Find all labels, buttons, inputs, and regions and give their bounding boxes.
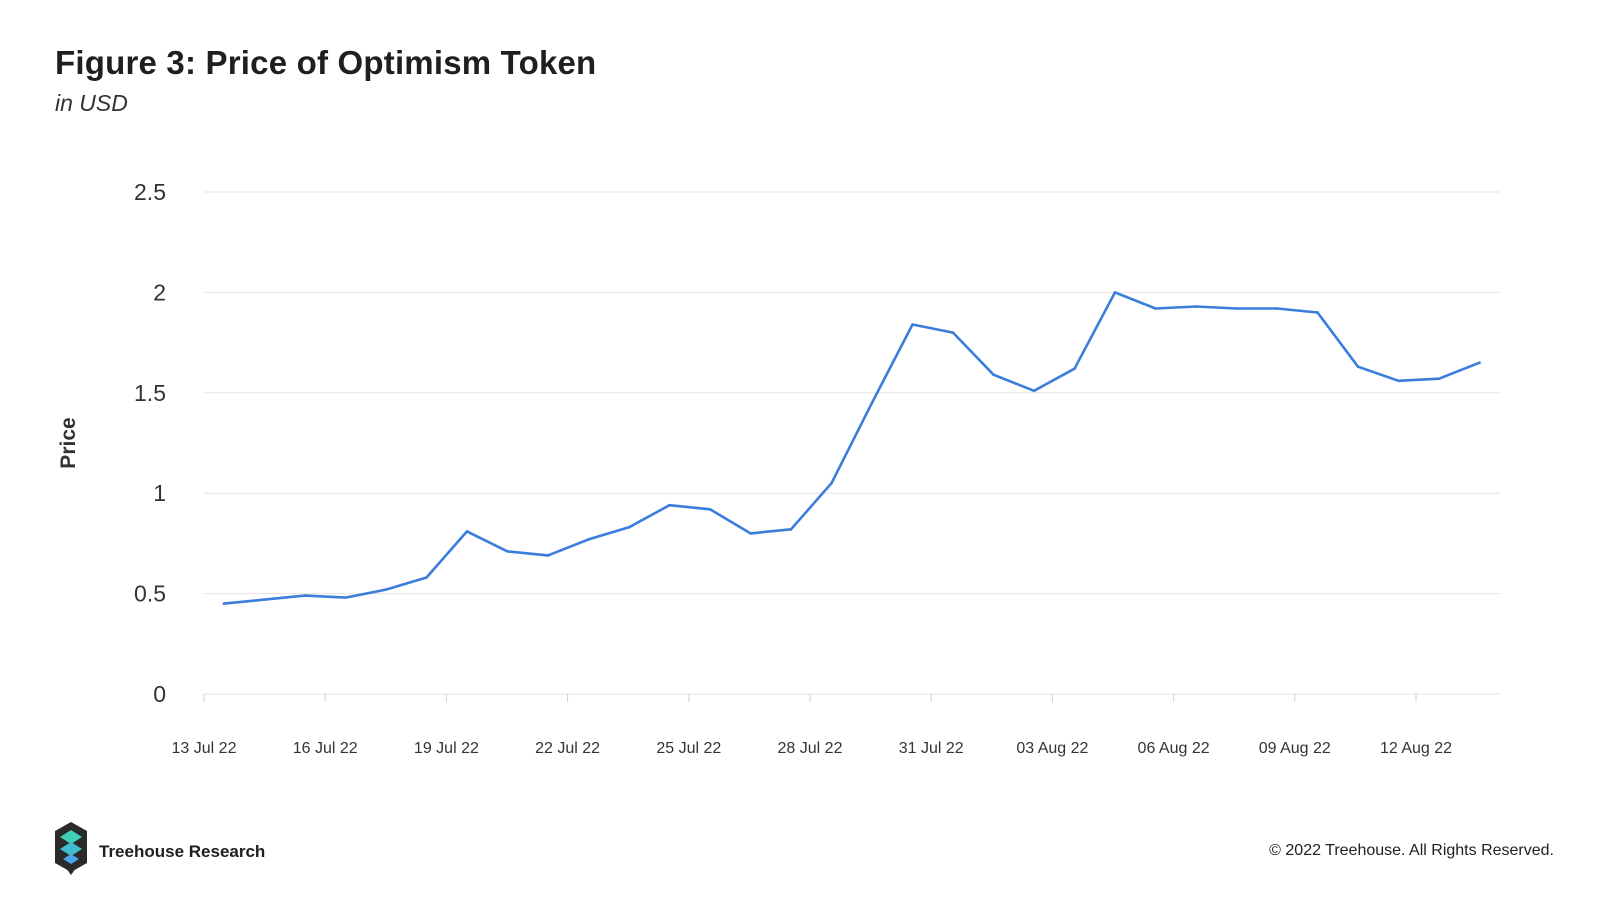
data-point [344,596,347,599]
x-tick-label: 13 Jul 22 [172,740,237,757]
data-point [627,526,631,529]
data-point [546,554,550,557]
y-tick-label: 2 [153,279,166,305]
x-tick-label: 31 Jul 22 [899,740,964,757]
data-point [1437,377,1441,381]
y-tick-label: 0 [153,681,166,707]
y-axis-label: Price [57,417,80,468]
data-point [749,532,752,535]
x-tick-label: 28 Jul 22 [778,740,843,757]
x-tick-label: 03 Aug 22 [1016,740,1088,757]
data-point [789,528,793,531]
x-tick-label: 22 Jul 22 [535,740,600,757]
data-point [384,588,388,591]
chart-subtitle: in USD [55,90,128,116]
x-tick-label: 06 Aug 22 [1138,740,1210,757]
data-point [1478,361,1481,364]
brand-name: Treehouse Research [99,841,266,861]
data-point [992,373,995,377]
data-point [1113,291,1117,294]
x-tick-label: 16 Jul 22 [293,740,358,757]
data-point [1073,367,1076,371]
data-point [587,538,590,541]
grid-lines [204,191,1500,595]
data-point [911,323,914,326]
data-point [830,481,833,485]
x-tick-label: 09 Aug 22 [1259,740,1331,757]
x-tick-label: 19 Jul 22 [414,740,479,757]
data-point [1194,305,1198,308]
data-point [1316,311,1319,314]
x-tick-label: 25 Jul 22 [656,740,721,757]
data-point [1356,365,1360,368]
data-point [222,602,226,605]
y-tick-label: 1.5 [134,380,166,406]
data-point [870,401,874,405]
chart-title: Figure 3: Price of Optimism Token [55,44,597,81]
copyright-notice: © 2022 Treehouse. All Rights Reserved. [1269,842,1554,859]
footer-brand: Treehouse Research [55,822,265,881]
series-line-price [222,291,1481,605]
data-point [465,530,469,533]
y-axis-ticks: 0 0.5 1 1.5 2 2.5 [134,179,166,707]
data-point [425,576,428,579]
y-tick-label: 2.5 [134,179,166,205]
data-point [1397,379,1400,383]
data-point [1275,307,1279,310]
x-tick-label: 12 Aug 22 [1380,740,1452,757]
y-tick-label: 0.5 [134,581,166,607]
y-tick-label: 1 [153,480,166,506]
data-point [951,331,955,334]
data-point [263,598,266,601]
data-point [708,507,712,511]
data-point [1154,307,1157,310]
price-line-chart: 0 0.5 1 1.5 2 2.5 13 Jul 22 16 Jul 22 19 Jul 22… [57,179,1500,757]
series-points [222,291,1481,605]
treehouse-logo-icon [55,822,87,881]
data-point [668,503,671,507]
data-point [1032,389,1036,393]
x-axis-ticks: 13 Jul 22 16 Jul 22 19 Jul 22 22 Jul 22 25 J… [172,694,1452,757]
data-point [506,550,509,553]
data-point [303,594,307,597]
data-point [1235,307,1238,310]
